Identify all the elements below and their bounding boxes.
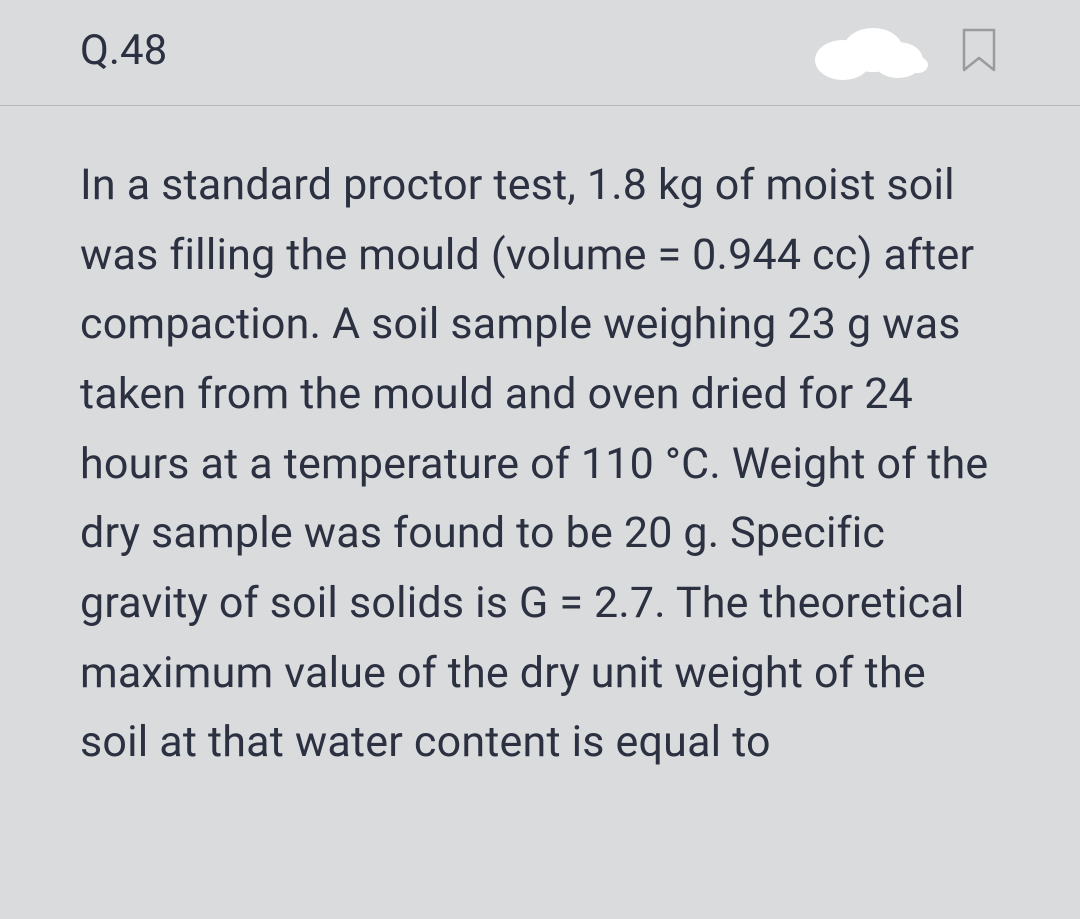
question-body: In a standard proctor test, 1.8 kg of mo… — [0, 106, 1080, 808]
header-actions — [803, 20, 1000, 80]
question-text: In a standard proctor test, 1.8 kg of mo… — [80, 151, 1000, 778]
question-header: Q.48 — [0, 0, 1080, 106]
question-container: Q.48 In a standard proctor test, 1.8 kg … — [0, 0, 1080, 919]
cloud-decoration — [803, 20, 933, 80]
bookmark-icon[interactable] — [958, 26, 1000, 74]
question-number: Q.48 — [80, 26, 167, 75]
